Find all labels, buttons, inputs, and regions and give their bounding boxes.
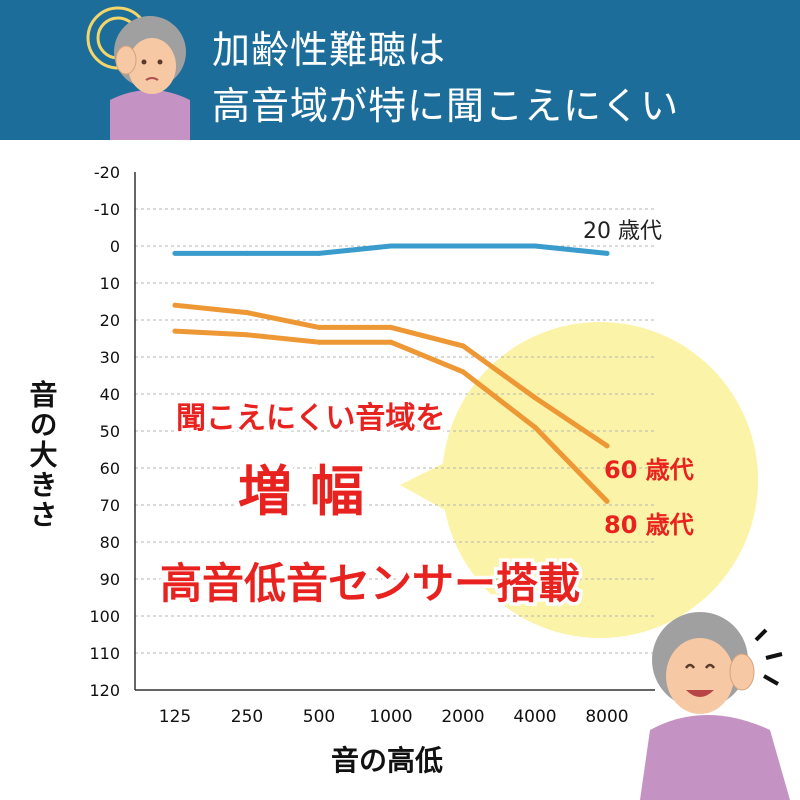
x-tick-label: 250 [231, 707, 263, 727]
y-tick-label: 90 [100, 570, 120, 589]
data-point [604, 250, 610, 256]
series-label-80s: 80 歳代 [604, 511, 694, 539]
data-point [460, 343, 466, 349]
x-tick-label: 4000 [513, 707, 556, 727]
x-tick-label: 125 [159, 707, 191, 727]
callout-bubble [400, 322, 758, 638]
data-point [604, 443, 610, 449]
y-tick-labels: -20 -10 0 10 20 30 40 50 60 70 80 90 100 110 120 [89, 163, 120, 700]
data-point [388, 339, 394, 345]
callout-circle [442, 322, 758, 638]
smiling-elder-illustration [640, 612, 790, 800]
elder2-eye [704, 663, 716, 669]
y-tick-label: 50 [100, 422, 120, 441]
callout-line1: 聞こえにくい音域を [176, 401, 445, 436]
y-tick-label: 70 [100, 496, 120, 515]
elder2-face [666, 638, 734, 714]
data-point [388, 243, 394, 249]
callout-line2: 増幅 [238, 460, 382, 523]
data-point [388, 324, 394, 330]
x-tick-label: 2000 [441, 707, 484, 727]
elder2-hand-icon [729, 653, 755, 691]
elder-shoulders [110, 90, 190, 140]
chart-axes [134, 172, 655, 691]
exclaim-mark-icon [754, 628, 768, 642]
elder-eye [141, 59, 147, 65]
y-tick-label: 120 [89, 681, 120, 700]
elder-hand-icon [115, 45, 137, 75]
y-axis-title: 音の大きさ [26, 379, 59, 530]
data-point [460, 243, 466, 249]
elder2-body [640, 715, 790, 800]
data-point [604, 498, 610, 504]
x-tick-label: 8000 [585, 707, 628, 727]
data-point [172, 250, 178, 256]
data-point [172, 328, 178, 334]
exclaim-mark-icon [763, 674, 779, 686]
y-tick-label: 40 [100, 385, 120, 404]
data-point [316, 324, 322, 330]
exclaim-mark-icon [765, 652, 783, 660]
elder-mouth [145, 77, 159, 81]
chart-series [172, 243, 610, 504]
y-tick-label: -10 [94, 200, 120, 219]
data-point [244, 332, 250, 338]
data-point [532, 395, 538, 401]
x-tick-label: 1000 [369, 707, 412, 727]
data-point [172, 302, 178, 308]
elder2-mouth [686, 690, 714, 697]
y-tick-label: -20 [94, 163, 120, 182]
x-tick-label: 500 [303, 707, 335, 727]
header-title-line2: 高音域が特に聞こえにくい [212, 84, 680, 128]
callout-line3: 高音低音センサー搭載 [160, 559, 580, 608]
data-point [460, 369, 466, 375]
series-label-60s: 60 歳代 [604, 456, 694, 484]
data-point [532, 424, 538, 430]
y-tick-label: 0 [110, 237, 120, 256]
header-title: 加齢性難聴は 高音域が特に聞こえにくい [212, 22, 679, 134]
y-tick-label: 20 [100, 311, 120, 330]
x-tick-labels: 125 250 500 1000 2000 4000 8000 [159, 707, 629, 727]
y-tick-label: 60 [100, 459, 120, 478]
elder-eye [157, 59, 163, 65]
y-tick-label: 110 [89, 644, 120, 663]
data-point [244, 310, 250, 316]
data-point [316, 250, 322, 256]
data-point [316, 339, 322, 345]
elder-face [128, 38, 176, 94]
worried-elder-illustration [86, 6, 190, 140]
series-label-20s: 20 歳代 [583, 219, 662, 244]
elder2-eye [684, 663, 696, 669]
data-point [244, 250, 250, 256]
data-point [532, 243, 538, 249]
x-axis-title: 音の高低 [331, 744, 443, 777]
y-tick-label: 10 [100, 274, 120, 293]
y-tick-label: 30 [100, 348, 120, 367]
header-title-line1: 加齢性難聴は [212, 28, 447, 72]
y-tick-label: 80 [100, 533, 120, 552]
y-tick-label: 100 [89, 607, 120, 626]
